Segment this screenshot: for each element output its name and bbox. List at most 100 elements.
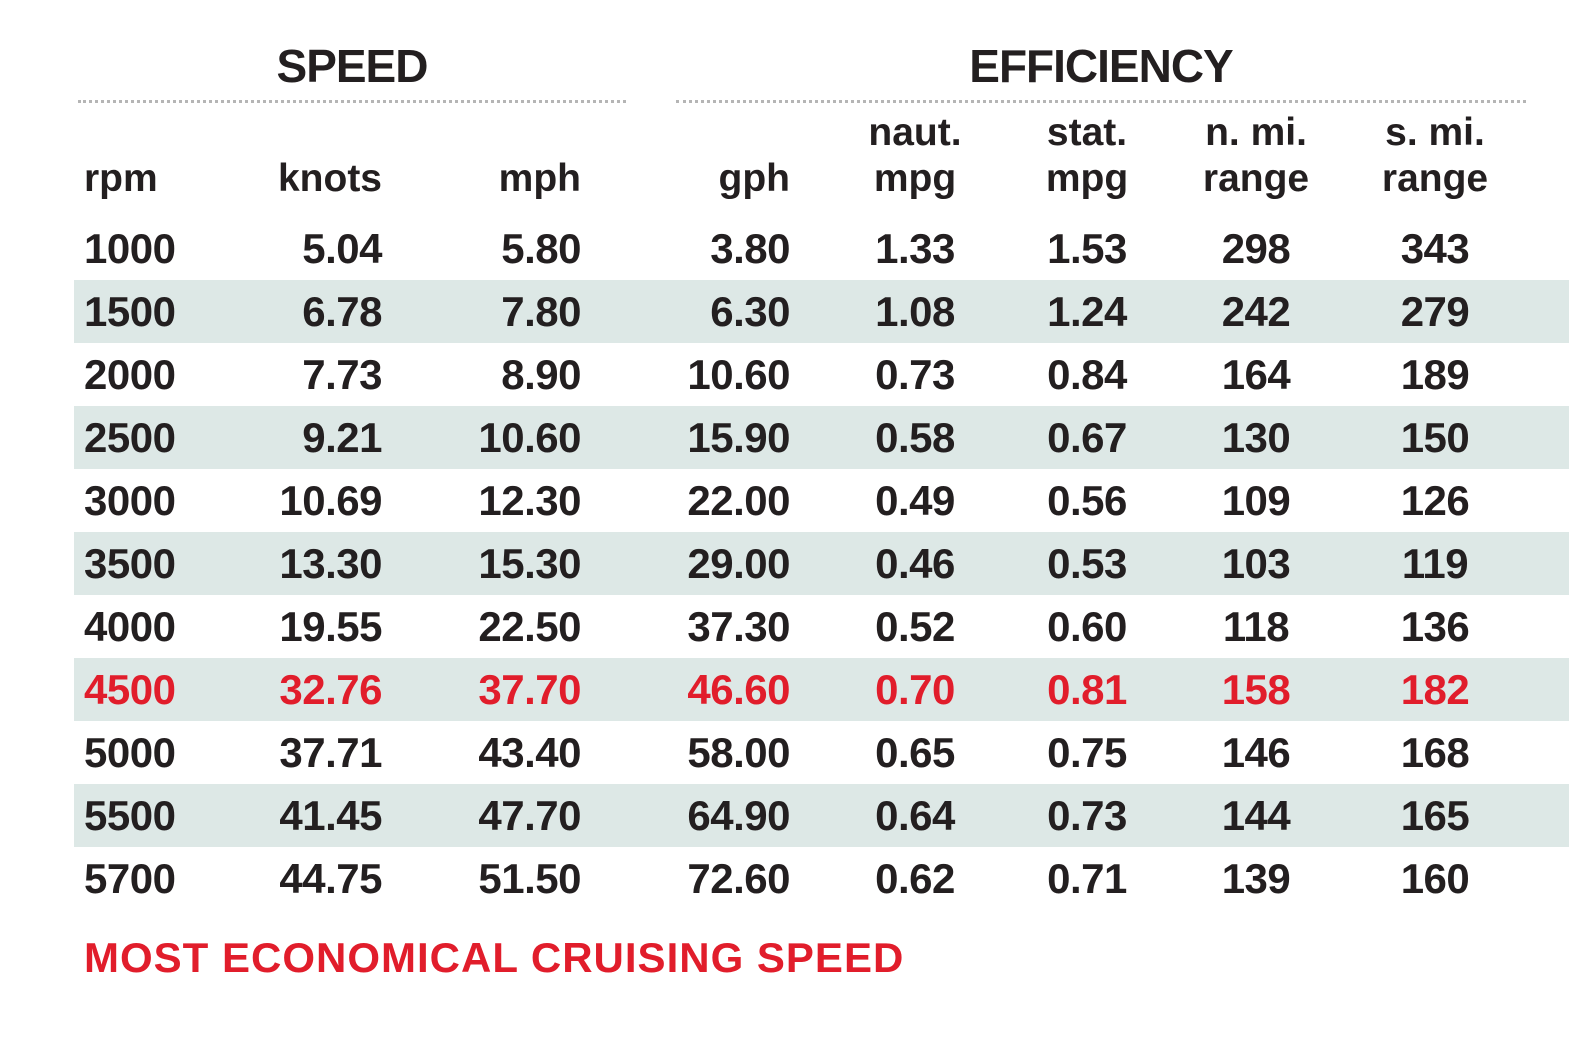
cell-stat-mpg: 0.60 xyxy=(1047,603,1127,650)
cell-n-mi-range: 109 xyxy=(1221,477,1291,524)
cell-naut-mpg: 0.70 xyxy=(875,666,955,713)
cell-gph: 46.60 xyxy=(687,666,790,713)
column-header-line: mph xyxy=(498,157,581,200)
cell-knots: 5.04 xyxy=(302,225,382,272)
highlight-legend: MOST ECONOMICAL CRUISING SPEED xyxy=(84,934,905,981)
cell-naut-mpg: 0.64 xyxy=(875,792,955,839)
column-header-line: range xyxy=(1202,157,1310,200)
cell-mph: 5.80 xyxy=(501,225,581,272)
cell-knots: 32.76 xyxy=(279,666,382,713)
table-row: 3500 13.30 15.30 29.00 0.46 0.53 103 119 xyxy=(74,532,1569,595)
cell-n-mi-range: 164 xyxy=(1221,351,1291,398)
cell-s-mi-range: 150 xyxy=(1400,414,1470,461)
column-header-line: naut. xyxy=(868,111,962,154)
cell-rpm: 2000 xyxy=(84,351,176,398)
cell-rpm: 3000 xyxy=(84,477,176,524)
cell-s-mi-range: 136 xyxy=(1400,603,1470,650)
cell-rpm: 2500 xyxy=(84,414,176,461)
table-row: 2000 7.73 8.90 10.60 0.73 0.84 164 189 xyxy=(74,343,1569,406)
cell-gph: 72.60 xyxy=(687,855,790,902)
cell-stat-mpg: 0.56 xyxy=(1047,477,1127,524)
column-header-naut-mpg: naut. mpg xyxy=(840,110,990,202)
cell-rpm: 3500 xyxy=(84,540,176,587)
cell-rpm: 5500 xyxy=(84,792,176,839)
cell-naut-mpg: 0.62 xyxy=(875,855,955,902)
column-header-line: rpm xyxy=(84,157,158,200)
efficiency-group-title: EFFICIENCY xyxy=(969,40,1233,92)
table-row: 5000 37.71 43.40 58.00 0.65 0.75 146 168 xyxy=(74,721,1569,784)
column-header-knots: knots xyxy=(230,110,382,202)
cell-n-mi-range: 139 xyxy=(1221,855,1291,902)
column-header-mph: mph xyxy=(420,110,581,202)
cell-mph: 8.90 xyxy=(501,351,581,398)
cell-n-mi-range: 103 xyxy=(1221,540,1291,587)
cell-n-mi-range: 158 xyxy=(1221,666,1291,713)
cell-n-mi-range: 298 xyxy=(1221,225,1291,272)
column-header-line: n. mi. xyxy=(1205,111,1307,154)
cell-s-mi-range: 343 xyxy=(1400,225,1470,272)
column-header-stat-mpg: stat. mpg xyxy=(1012,110,1162,202)
cell-knots: 37.71 xyxy=(279,729,382,776)
cell-naut-mpg: 0.49 xyxy=(875,477,955,524)
cell-gph: 6.30 xyxy=(710,288,790,335)
cell-mph: 43.40 xyxy=(478,729,581,776)
cell-rpm: 4000 xyxy=(84,603,176,650)
cell-stat-mpg: 0.67 xyxy=(1047,414,1127,461)
column-header-line: knots xyxy=(277,157,382,200)
column-header-line: stat. xyxy=(1046,111,1128,154)
table-row-highlighted: 4500 32.76 37.70 46.60 0.70 0.81 158 182 xyxy=(74,658,1569,721)
cell-s-mi-range: 189 xyxy=(1400,351,1470,398)
column-header-line: mpg xyxy=(1045,157,1129,200)
efficiency-group-divider xyxy=(676,100,1526,103)
cell-naut-mpg: 0.46 xyxy=(875,540,955,587)
cell-naut-mpg: 0.58 xyxy=(875,414,955,461)
column-header-s-mi-range: s. mi. range xyxy=(1360,110,1510,202)
cell-gph: 37.30 xyxy=(687,603,790,650)
cell-stat-mpg: 0.71 xyxy=(1047,855,1127,902)
cell-knots: 10.69 xyxy=(279,477,382,524)
cell-mph: 15.30 xyxy=(478,540,581,587)
cell-gph: 22.00 xyxy=(687,477,790,524)
cell-s-mi-range: 165 xyxy=(1400,792,1470,839)
cell-n-mi-range: 242 xyxy=(1221,288,1291,335)
cell-s-mi-range: 119 xyxy=(1401,540,1469,587)
table-row: 1000 5.04 5.80 3.80 1.33 1.53 298 343 xyxy=(74,217,1569,280)
cell-naut-mpg: 1.08 xyxy=(875,288,955,335)
cell-gph: 3.80 xyxy=(710,225,790,272)
cell-s-mi-range: 182 xyxy=(1400,666,1470,713)
cell-mph: 22.50 xyxy=(478,603,581,650)
cell-mph: 37.70 xyxy=(478,666,581,713)
cell-s-mi-range: 126 xyxy=(1400,477,1470,524)
cell-knots: 9.21 xyxy=(302,414,382,461)
cell-mph: 7.80 xyxy=(501,288,581,335)
table-row: 4000 19.55 22.50 37.30 0.52 0.60 118 136 xyxy=(74,595,1569,658)
cell-knots: 19.55 xyxy=(279,603,382,650)
cell-knots: 13.30 xyxy=(279,540,382,587)
cell-n-mi-range: 146 xyxy=(1221,729,1291,776)
cell-stat-mpg: 1.53 xyxy=(1047,225,1127,272)
cell-n-mi-range: 130 xyxy=(1221,414,1291,461)
cell-knots: 44.75 xyxy=(279,855,382,902)
cell-naut-mpg: 1.33 xyxy=(875,225,955,272)
cell-gph: 58.00 xyxy=(687,729,790,776)
cell-s-mi-range: 160 xyxy=(1400,855,1470,902)
table-row: 3000 10.69 12.30 22.00 0.49 0.56 109 126 xyxy=(74,469,1569,532)
cell-gph: 64.90 xyxy=(687,792,790,839)
cell-s-mi-range: 279 xyxy=(1400,288,1470,335)
column-header-gph: gph xyxy=(630,110,790,202)
speed-group-title: SPEED xyxy=(276,40,429,92)
cell-stat-mpg: 0.81 xyxy=(1047,666,1127,713)
cell-stat-mpg: 1.24 xyxy=(1047,288,1127,335)
cell-mph: 47.70 xyxy=(478,792,581,839)
cell-knots: 7.73 xyxy=(302,351,382,398)
table-row: 5500 41.45 47.70 64.90 0.64 0.73 144 165 xyxy=(74,784,1569,847)
cell-stat-mpg: 0.75 xyxy=(1047,729,1127,776)
cell-rpm: 4500 xyxy=(84,666,176,713)
cell-rpm: 1500 xyxy=(84,288,176,335)
column-header-line: range xyxy=(1381,157,1489,200)
cell-stat-mpg: 0.84 xyxy=(1047,351,1127,398)
cell-stat-mpg: 0.53 xyxy=(1047,540,1127,587)
column-header-rpm: rpm xyxy=(84,110,214,202)
cell-mph: 51.50 xyxy=(478,855,581,902)
cell-naut-mpg: 0.65 xyxy=(875,729,955,776)
